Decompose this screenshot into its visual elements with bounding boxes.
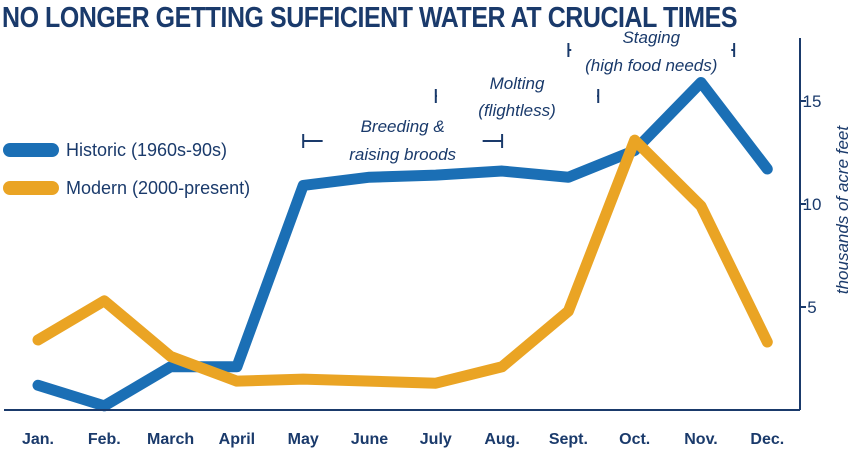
legend-label: Historic (1960s-90s): [66, 140, 227, 160]
x-tick-label: May: [288, 431, 319, 448]
annotation-label: raising broods: [349, 145, 456, 164]
annotation-label: Staging: [622, 28, 680, 47]
legend-label: Modern (2000-present): [66, 178, 250, 198]
annotation-label: (high food needs): [585, 56, 717, 75]
y-tick-label: 5: [807, 298, 816, 317]
series-line-historic: [32, 76, 773, 412]
annotations: Breeding & raising broods Molting (flightle…: [302, 28, 736, 164]
x-tick-label: Oct.: [619, 431, 650, 448]
x-tick-label: June: [351, 431, 388, 448]
y-tick-label: 15: [803, 92, 822, 111]
series-lines: [32, 76, 773, 412]
x-tick-label: Jan.: [22, 431, 54, 448]
series-line-modern: [32, 134, 773, 389]
x-tick-label: Nov.: [684, 431, 717, 448]
chart-title: NO LONGER GETTING SUFFICIENT WATER AT CR…: [2, 2, 738, 34]
axes: Jan. Feb. March April May June July Aug. Sept. Oc…: [4, 38, 852, 448]
annotation-label: Breeding &: [361, 117, 445, 136]
x-tick-label: Dec.: [750, 431, 784, 448]
y-tick-label: 10: [803, 195, 822, 214]
legend: Historic (1960s-90s) Modern (2000-present…: [3, 140, 250, 198]
x-tick-label: Sept.: [549, 431, 588, 448]
x-tick-label: Aug.: [484, 431, 520, 448]
x-tick-label: July: [420, 431, 452, 448]
x-tick-label: March: [147, 431, 194, 448]
x-tick-label: April: [219, 431, 255, 448]
y-axis-label: thousands of acre feet: [833, 125, 852, 295]
annotation-label: (flightless): [478, 101, 555, 120]
annotation-label: Molting: [490, 74, 545, 93]
x-tick-label: Feb.: [88, 431, 121, 448]
